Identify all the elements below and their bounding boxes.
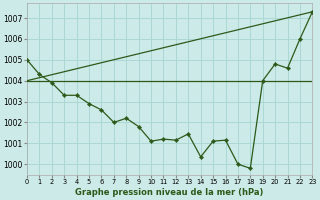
X-axis label: Graphe pression niveau de la mer (hPa): Graphe pression niveau de la mer (hPa) [76,188,264,197]
